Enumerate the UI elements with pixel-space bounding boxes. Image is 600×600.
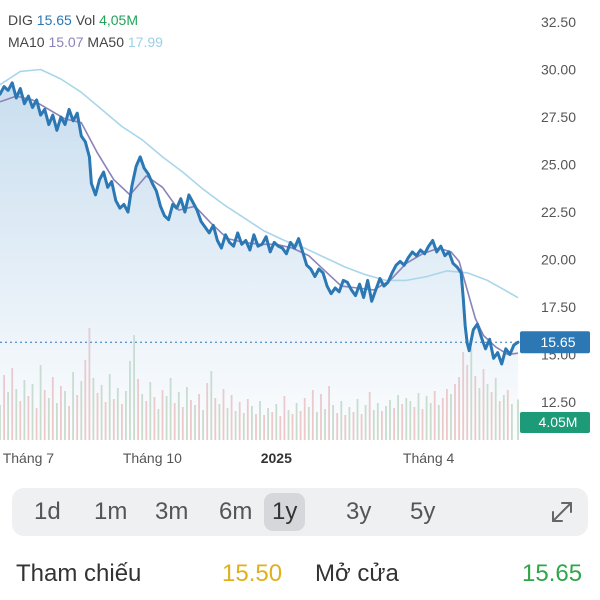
chart-lines xyxy=(0,68,530,366)
vol-label: Vol xyxy=(75,12,96,28)
y-tick-label: 27.50 xyxy=(541,109,576,125)
y-tick-label: 32.50 xyxy=(541,14,576,30)
period-1y[interactable]: 1y xyxy=(264,493,306,531)
price-area xyxy=(0,82,518,441)
x-tick-label: Tháng 4 xyxy=(403,450,455,466)
price-line xyxy=(0,81,520,366)
x-tick-label: Tháng 7 xyxy=(3,450,55,466)
current-price-text: 15.65 xyxy=(540,334,575,350)
current-volume-badge xyxy=(520,412,590,433)
period-selector: 1d 1m 3m 6m 1y 3y 5y xyxy=(12,488,588,536)
ma50-line xyxy=(0,68,519,299)
price-chart[interactable]: 32.5030.0027.5025.0022.5020.0017.5015.00… xyxy=(0,0,600,480)
current-volume-text: 4.05M xyxy=(539,414,578,430)
chart-legend-ma: MA10 15.07 MA50 17.99 xyxy=(8,33,163,51)
open-value: 15.65 xyxy=(522,560,583,587)
open-label: Mở cửa xyxy=(315,560,399,587)
chart-legend-price: DIG 15.65 Vol 4,05M xyxy=(8,11,138,29)
y-tick-label: 22.50 xyxy=(541,204,576,220)
price-value: 15.65 xyxy=(36,12,72,28)
period-3m[interactable]: 3m xyxy=(155,498,189,525)
expand-icon[interactable] xyxy=(548,498,576,526)
period-6m[interactable]: 6m xyxy=(219,498,253,525)
ma50-label: MA50 xyxy=(87,34,124,50)
ma50-value: 17.99 xyxy=(127,34,163,50)
ticker-label: DIG xyxy=(8,12,33,28)
period-1m[interactable]: 1m xyxy=(94,498,128,525)
reference-value: 15.50 xyxy=(222,560,283,587)
current-price-badge xyxy=(520,331,590,354)
y-tick-label: 25.00 xyxy=(541,157,576,173)
y-axis: 32.5030.0027.5025.0022.5020.0017.5015.00… xyxy=(541,14,576,410)
x-tick-label: Tháng 10 xyxy=(123,450,182,466)
ma10-value: 15.07 xyxy=(48,34,84,50)
x-tick-label: 2025 xyxy=(261,450,292,466)
reference-label: Tham chiếu xyxy=(16,560,142,587)
ma10-line xyxy=(0,95,519,356)
y-tick-label: 20.00 xyxy=(541,252,576,268)
period-3y[interactable]: 3y xyxy=(346,498,372,525)
x-axis: Tháng 7 Tháng 10 2025 Tháng 4 xyxy=(3,450,455,466)
price-summary: Tham chiếu 15.50 Mở cửa 15.65 xyxy=(0,560,600,594)
ma10-label: MA10 xyxy=(8,34,45,50)
chart-badges: 15.65 4.05M xyxy=(520,331,590,433)
y-tick-label: 12.50 xyxy=(541,394,576,410)
y-tick-label: 17.50 xyxy=(541,299,576,315)
y-tick-label: 30.00 xyxy=(541,62,576,78)
price-area-fill xyxy=(0,82,518,441)
period-1d[interactable]: 1d xyxy=(34,498,61,525)
vol-value: 4,05M xyxy=(99,12,138,28)
period-5y[interactable]: 5y xyxy=(410,498,436,525)
